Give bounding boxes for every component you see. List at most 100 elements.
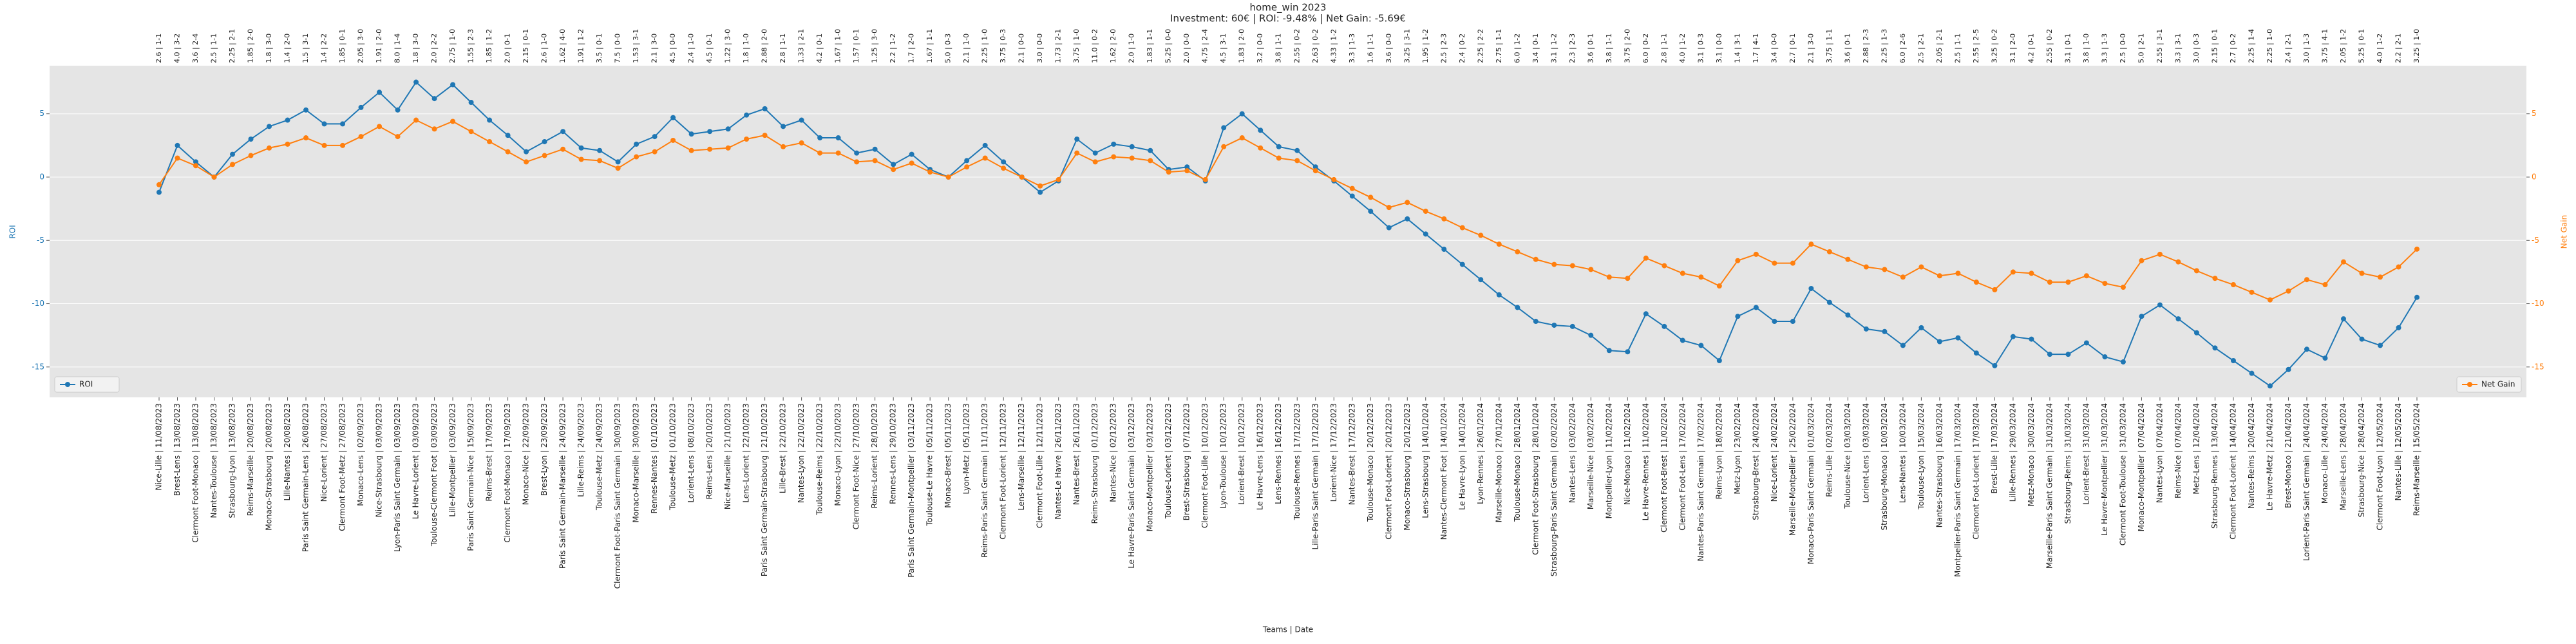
data-point: [1863, 326, 1869, 332]
point-label: 5.25 | 0-1: [2357, 29, 2365, 63]
data-point: [1386, 225, 1392, 231]
x-tick-label: Lens-Marseille | 12/11/2023: [1017, 403, 1026, 511]
data-point: [1496, 292, 1502, 298]
point-label: 2.5 | 1-1: [210, 33, 218, 63]
data-point: [1808, 242, 1814, 247]
point-label: 3.2 | 0-0: [1256, 33, 1264, 63]
point-label: 3.1 | 0-0: [1715, 33, 1723, 63]
y-axis-label: ROI: [8, 225, 17, 238]
data-point: [248, 137, 254, 142]
data-point: [175, 142, 180, 148]
data-point: [927, 169, 933, 175]
x-tick-label: Lille-Nantes | 20/08/2023: [283, 403, 292, 501]
point-label: 1.91 | 1-2: [577, 29, 585, 63]
data-point: [707, 146, 713, 152]
x-tick-label: Brest-Lille | 17/03/2024: [1990, 403, 1999, 493]
point-label: 1.6 | 1-1: [1366, 33, 1374, 63]
data-point: [1037, 189, 1043, 195]
legend-label: Net Gain: [2481, 380, 2515, 389]
data-point: [560, 146, 566, 152]
point-label: 3.3 | 1-3: [2100, 33, 2108, 63]
data-point: [1294, 158, 1300, 164]
data-point: [597, 158, 603, 164]
data-point: [2083, 340, 2089, 346]
data-point: [248, 153, 254, 158]
point-label: 1.7 | 2-0: [907, 33, 916, 63]
data-point: [2193, 268, 2199, 274]
data-point: [1092, 159, 1098, 165]
point-label: 3.0 | 0-3: [2192, 33, 2201, 63]
x-tick-label: Toulouse-Lyon | 15/03/2024: [1917, 403, 1926, 510]
data-point: [1019, 174, 1025, 180]
x-tick-label: Clermont Foot-Nice | 27/10/2023: [852, 403, 861, 529]
data-point: [175, 155, 180, 161]
data-point: [1166, 169, 1171, 175]
data-point: [1056, 176, 1061, 182]
data-point: [2120, 359, 2126, 365]
point-label: 2.5 | 1-1: [1953, 33, 1962, 63]
legend-marker: [2467, 382, 2472, 387]
data-point: [377, 90, 383, 95]
x-tick-label: Toulouse-Lorient | 03/12/2023: [1164, 403, 1173, 519]
data-point: [542, 138, 547, 144]
data-point: [1900, 274, 1906, 280]
point-label: 6.0 | 0-2: [1642, 33, 1650, 63]
point-label: 3.8 | 1-1: [1274, 33, 1283, 63]
data-point: [909, 151, 914, 157]
data-point: [267, 124, 272, 129]
x-tick-label: Lille-Rennes | 29/03/2024: [2008, 403, 2017, 502]
data-point: [1001, 159, 1007, 165]
data-point: [1551, 322, 1557, 328]
data-point: [597, 147, 603, 153]
data-point: [1643, 255, 1649, 261]
data-point: [1790, 319, 1795, 325]
data-point: [1772, 260, 1777, 266]
point-label: 3.6 | 0-1: [1843, 33, 1852, 63]
x-tick-label: Clermont Foot-Toulouse | 31/03/2024: [2118, 403, 2127, 545]
point-label: 2.0 | 2-2: [430, 33, 439, 63]
data-point: [1698, 274, 1704, 280]
data-point: [1459, 225, 1465, 231]
data-point: [891, 162, 896, 167]
data-point: [2157, 302, 2163, 308]
x-tick-label: Clermont Foot-Brest | 11/02/2024: [1660, 403, 1669, 533]
point-label: 4.5 | 3-1: [1219, 33, 1227, 63]
data-point: [1735, 258, 1741, 263]
data-point: [2414, 294, 2420, 300]
point-label: 4.5 | 0-0: [668, 33, 677, 63]
x-tick-label: Toulouse-Reims | 22/10/2023: [815, 403, 824, 516]
x-tick-label: Brest-Monaco | 21/04/2024: [2284, 403, 2293, 508]
x-tick-label: Rennes-Lens | 29/10/2023: [889, 403, 898, 504]
x-tick-label: Lorient-Brest | 10/12/2023: [1237, 403, 1246, 505]
data-point: [2175, 316, 2181, 322]
data-point: [2047, 352, 2052, 357]
x-tick-label: Clermont Foot-Strasbourg | 28/01/2024: [1531, 403, 1540, 555]
data-point: [2175, 259, 2181, 265]
data-point: [872, 158, 878, 164]
data-point: [1973, 350, 1979, 356]
x-tick-label: Nantes-Lyon | 07/04/2024: [2155, 403, 2164, 503]
x-tick-label: Clermont Foot-Lorient | 17/03/2024: [1971, 403, 1980, 540]
data-point: [1900, 343, 1906, 348]
data-point: [1533, 256, 1539, 262]
data-point: [303, 135, 309, 141]
x-tick-label: Reims-Paris Saint Germain | 11/11/2023: [980, 403, 989, 558]
point-label: 2.5 | 2-1: [1917, 33, 1925, 63]
data-point: [524, 149, 529, 155]
point-label: 2.25 | 1-4: [2247, 29, 2255, 63]
x-tick-label: Nice-Strasbourg | 03/09/2023: [375, 403, 384, 517]
data-point: [1129, 155, 1135, 161]
point-label: 1.67 | 1-0: [834, 29, 842, 63]
data-point: [1625, 349, 1631, 355]
data-point: [1258, 128, 1264, 133]
point-label: 3.25 | 0-2: [1990, 29, 1998, 63]
point-label: 2.15 | 0-1: [2210, 29, 2219, 63]
point-label: 5.25 | 0-0: [1164, 29, 1173, 63]
data-point: [2340, 259, 2346, 265]
data-point: [1533, 319, 1539, 325]
legend-label: ROI: [79, 380, 93, 389]
x-tick-label: Lorient-Lens | 08/10/2023: [687, 403, 696, 503]
x-tick-label: Nantes-Lens | 03/02/2024: [1567, 403, 1577, 503]
x-tick-label: Monaco-Lille | 24/04/2024: [2320, 403, 2329, 504]
x-tick-label: Marseille-Montpellier | 25/02/2024: [1788, 403, 1797, 536]
